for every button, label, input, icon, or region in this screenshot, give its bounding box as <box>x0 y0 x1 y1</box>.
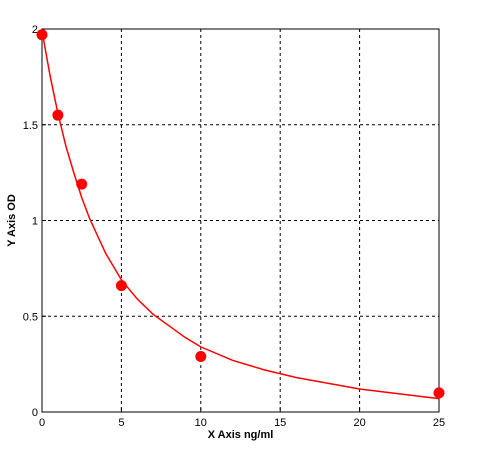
y-tick-label: 1 <box>32 216 38 228</box>
x-axis-title: X Axis ng/ml <box>208 429 274 441</box>
data-point <box>52 109 64 121</box>
x-tick-label: 5 <box>118 417 124 429</box>
fit-curve <box>41 30 440 400</box>
data-point <box>433 387 445 399</box>
x-tick-label: 15 <box>274 417 286 429</box>
data-point <box>195 350 207 362</box>
x-tick-label: 10 <box>195 417 207 429</box>
y-tick-label: 1.5 <box>23 120 38 132</box>
data-point <box>76 178 88 190</box>
x-tick-label: 25 <box>433 417 445 429</box>
tick-layer: 0 5 10 15 20 25 0 0.5 1 1.5 2 <box>23 24 445 429</box>
y-tick-label: 0.5 <box>23 311 38 323</box>
point-layer <box>36 29 445 399</box>
y-tick-label: 0 <box>32 407 38 419</box>
y-axis-title: Y Axis OD <box>6 194 18 247</box>
x-tick-label: 20 <box>353 417 365 429</box>
grid-layer <box>42 29 439 412</box>
y-tick-label: 2 <box>32 24 38 36</box>
x-tick-label: 0 <box>39 417 45 429</box>
curve-layer <box>41 30 440 400</box>
data-point <box>115 280 127 292</box>
data-point <box>36 29 48 41</box>
